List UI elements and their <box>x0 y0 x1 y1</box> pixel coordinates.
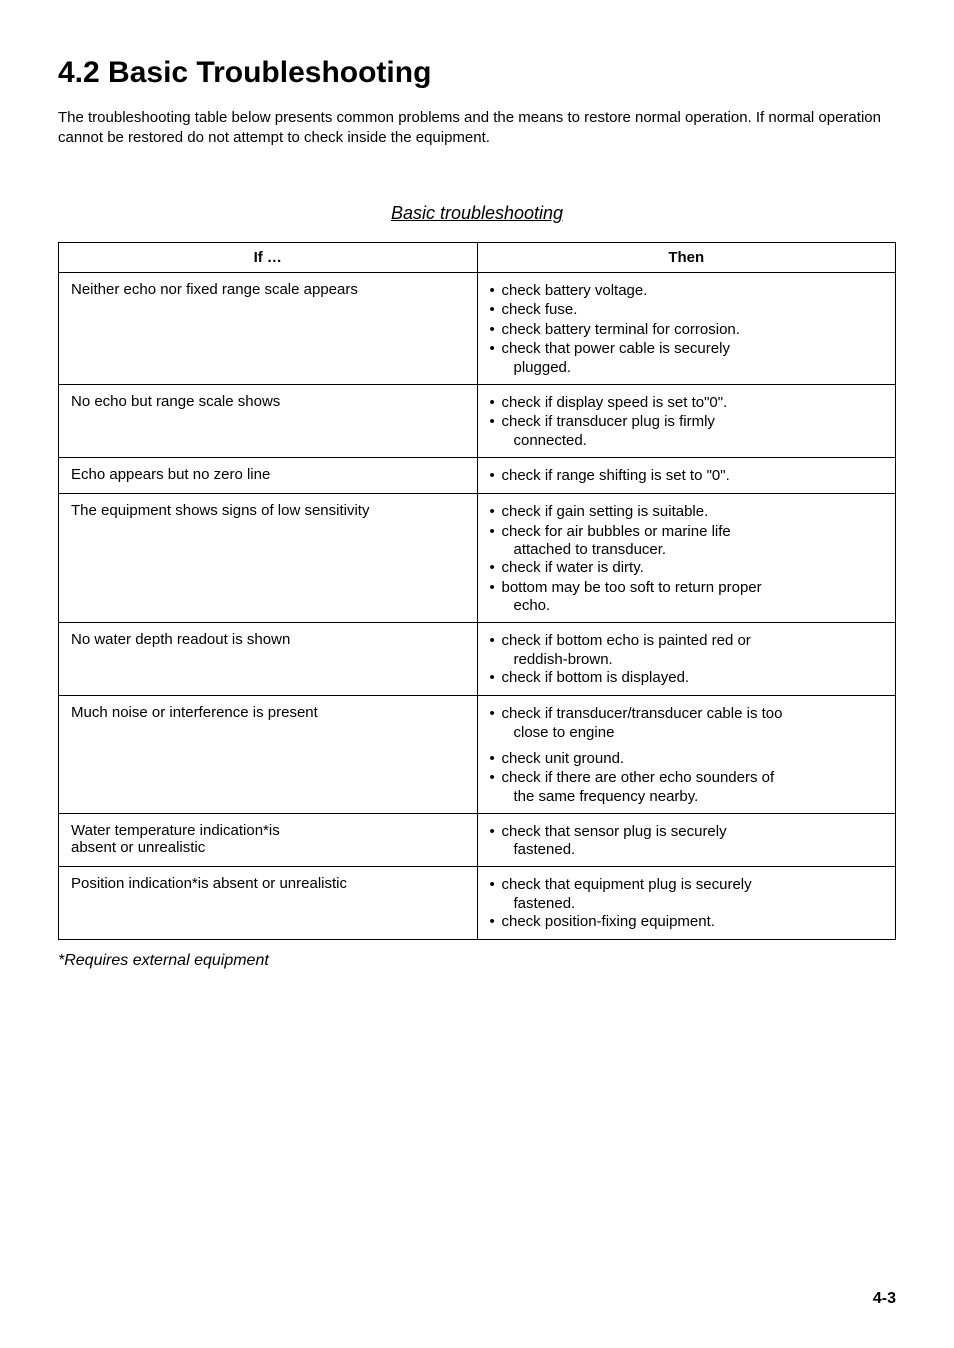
table-header-then: Then <box>477 242 896 272</box>
page-number: 4-3 <box>873 1290 896 1308</box>
table-caption: Basic troubleshooting <box>58 203 896 224</box>
cell-then: check battery voltage.check fuse.check b… <box>477 272 896 384</box>
bullet-item: check for air bubbles or marine life <box>490 522 886 542</box>
footnote: *Requires external equipment <box>58 952 896 970</box>
table-row: No echo but range scale showscheck if di… <box>59 384 896 457</box>
bullet-item: check if transducer plug is firmly <box>490 412 886 432</box>
cell-then: check if display speed is set to"0".chec… <box>477 384 896 457</box>
cell-then: check if gain setting is suitable.check … <box>477 494 896 623</box>
bullet-continuation: connected. <box>490 432 886 449</box>
table-row: Water temperature indication*is absent o… <box>59 813 896 867</box>
bullet-continuation: close to engine <box>490 724 886 741</box>
bullet-item: check position-fixing equipment. <box>490 912 886 932</box>
bullet-item: check if bottom is displayed. <box>490 668 886 688</box>
bullet-item: check that power cable is securely <box>490 339 886 359</box>
bullet-continuation: plugged. <box>490 359 886 376</box>
cell-if: No echo but range scale shows <box>59 384 478 457</box>
bullet-item: check battery terminal for corrosion. <box>490 320 886 340</box>
cell-if: Position indication*is absent or unreali… <box>59 867 478 940</box>
cell-if: No water depth readout is shown <box>59 623 478 696</box>
table-row: Echo appears but no zero line check if ra… <box>59 457 896 494</box>
bullet-item: check if there are other echo sounders o… <box>490 768 886 788</box>
bullet-item: check if bottom echo is painted red or <box>490 631 886 651</box>
table-row: The equipment shows signs of low sensiti… <box>59 494 896 623</box>
intro-paragraph: The troubleshooting table below presents… <box>58 108 896 149</box>
bullet-item: check if water is dirty. <box>490 558 886 578</box>
cell-then: check if transducer/transducer cable is … <box>477 696 896 814</box>
cell-then: check that equipment plug is securelyfas… <box>477 867 896 940</box>
bullet-continuation: reddish-brown. <box>490 651 886 668</box>
bullet-item: check fuse. <box>490 300 886 320</box>
bullet-list: check if range shifting is set to "0". <box>490 466 886 486</box>
bullet-item: check if display speed is set to"0". <box>490 393 886 413</box>
bullet-item: check unit ground. <box>490 749 886 769</box>
bullet-item: check that sensor plug is securely <box>490 822 886 842</box>
bullet-list: check if gain setting is suitable.check … <box>490 502 886 614</box>
bullet-continuation: the same frequency nearby. <box>490 788 886 805</box>
cell-if: The equipment shows signs of low sensiti… <box>59 494 478 623</box>
cell-if: Much noise or interference is present <box>59 696 478 814</box>
cell-if: Echo appears but no zero line <box>59 457 478 494</box>
table-row: Neither echo nor fixed range scale appea… <box>59 272 896 384</box>
bullet-list: check unit ground.check if there are oth… <box>490 749 886 805</box>
bullet-list: check if bottom echo is painted red orre… <box>490 631 886 687</box>
table-row: Position indication*is absent or unreali… <box>59 867 896 940</box>
bullet-list: check if display speed is set to"0".chec… <box>490 393 886 449</box>
bullet-item: bottom may be too soft to return proper <box>490 578 886 598</box>
bullet-list: check battery voltage.check fuse.check b… <box>490 281 886 376</box>
bullet-list: check that sensor plug is securelyfasten… <box>490 822 886 859</box>
bullet-item: check that equipment plug is securely <box>490 875 886 895</box>
cell-then: check if bottom echo is painted red orre… <box>477 623 896 696</box>
bullet-item: check if gain setting is suitable. <box>490 502 886 522</box>
bullet-item: check if range shifting is set to "0". <box>490 466 886 486</box>
cell-if: Water temperature indication*is absent o… <box>59 813 478 867</box>
cell-then: check if range shifting is set to "0". <box>477 457 896 494</box>
table-header-if: If … <box>59 242 478 272</box>
bullet-continuation: fastened. <box>490 841 886 858</box>
bullet-item: check battery voltage. <box>490 281 886 301</box>
bullet-item: check if transducer/transducer cable is … <box>490 704 886 724</box>
section-heading: 4.2 Basic Troubleshooting <box>58 56 896 90</box>
table-row: Much noise or interference is presentche… <box>59 696 896 814</box>
bullet-continuation: echo. <box>490 597 886 614</box>
cell-then: check that sensor plug is securelyfasten… <box>477 813 896 867</box>
bullet-continuation: attached to transducer. <box>490 541 886 558</box>
bullet-list: check if transducer/transducer cable is … <box>490 704 886 741</box>
bullet-continuation: fastened. <box>490 895 886 912</box>
troubleshooting-table: If … Then Neither echo nor fixed range s… <box>58 242 896 941</box>
bullet-list: check that equipment plug is securelyfas… <box>490 875 886 931</box>
cell-if: Neither echo nor fixed range scale appea… <box>59 272 478 384</box>
table-row: No water depth readout is showncheck if … <box>59 623 896 696</box>
